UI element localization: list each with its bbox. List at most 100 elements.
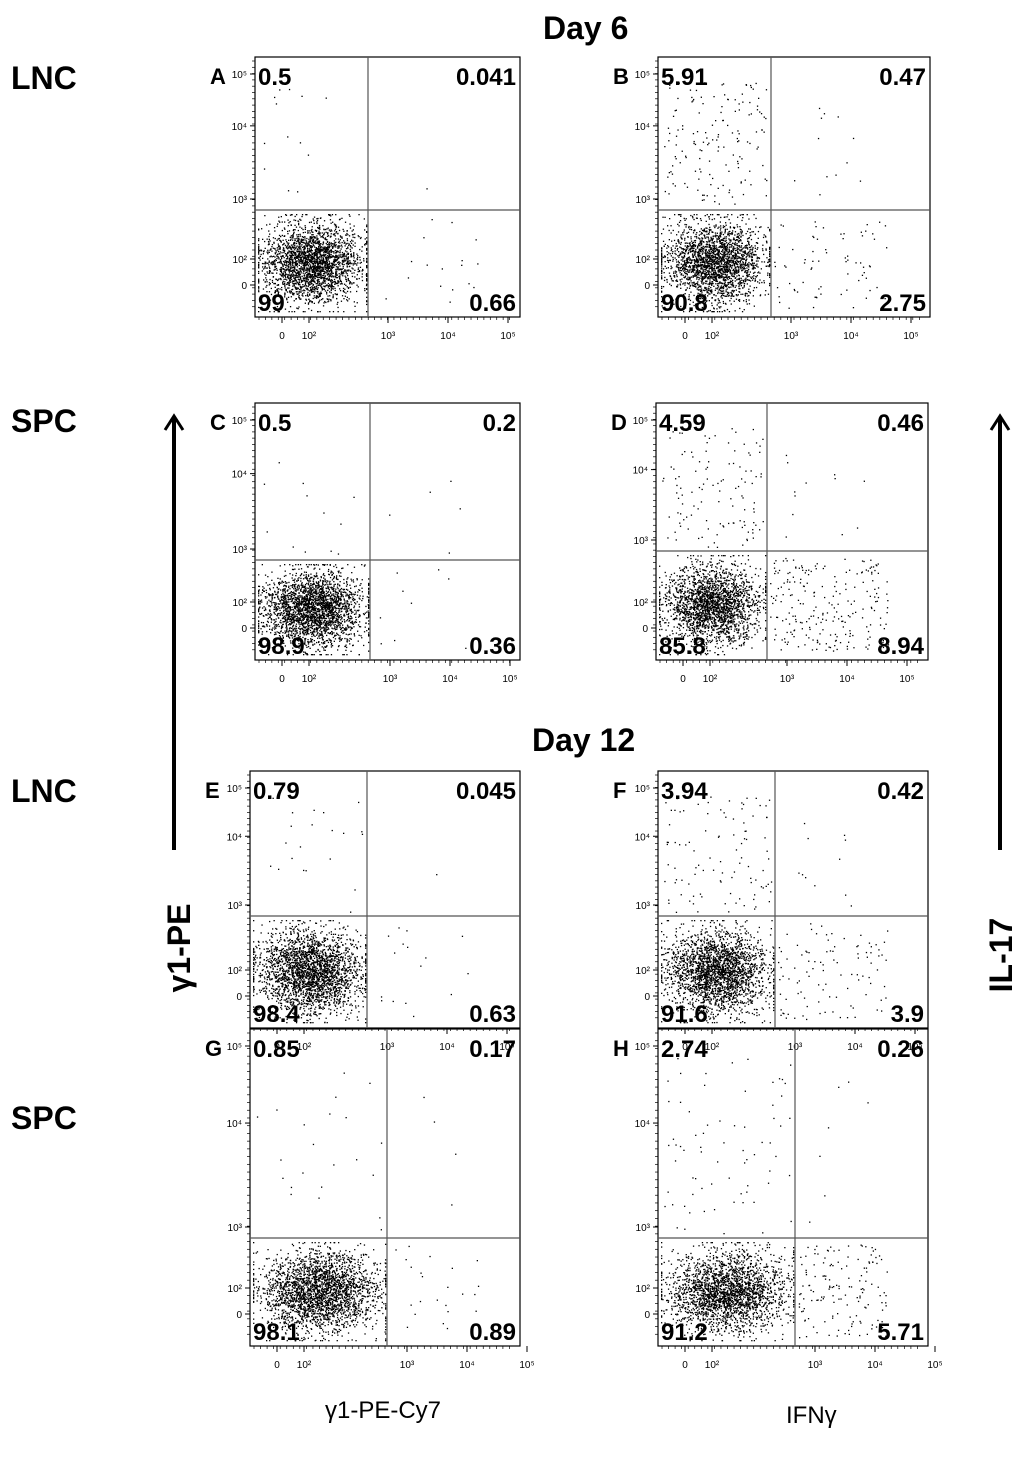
y-tick-label: 10³: [634, 536, 649, 547]
x-tick-label: 10⁴: [867, 1360, 882, 1371]
flow-plot-g: 0 0 10² 10² 10³ 10³ 10⁴ 10⁴ 10⁵ 10⁵ G 0.85 0.17 98.1 0…: [205, 1028, 535, 1371]
x-tick-label: 10⁴: [459, 1360, 474, 1371]
quadrant-value-lower-right: 0.36: [469, 633, 516, 660]
y-tick-label: 10³: [636, 1223, 651, 1234]
x-tick-label: 10⁵: [500, 331, 515, 342]
x-axis-title-right: IFNγ: [786, 1402, 837, 1430]
x-tick-label: 0: [680, 674, 686, 685]
y-tick-label: 10³: [228, 901, 243, 912]
right-up-arrow: [989, 413, 1011, 850]
x-tick-label: 10⁵: [499, 1042, 514, 1053]
panel-letter: E: [205, 778, 220, 803]
quadrant-value-lower-right: 5.71: [877, 1319, 924, 1346]
y-tick-label: 0: [241, 281, 247, 292]
x-tick-label: 10⁴: [440, 331, 455, 342]
row-label-lnc-day12: LNC: [11, 773, 77, 810]
event-dots: [258, 88, 479, 313]
y-tick-label: 0: [236, 1310, 242, 1321]
x-tick-label: 10⁴: [847, 1042, 862, 1053]
quadrant-value-upper-right: 0.47: [879, 64, 926, 91]
flow-plot-c: 0 0 10² 10² 10³ 10³ 10⁴ 10⁴ 10⁵ 10⁵ C 0.5 0.2 98.9 0.3…: [210, 402, 521, 685]
x-tick-label: 10²: [297, 1360, 312, 1371]
quadrant-value-lower-left: 91.6: [661, 1001, 708, 1028]
y-tick-label: 10⁴: [227, 832, 242, 843]
x-tick-label: 10³: [780, 674, 795, 685]
quadrant-value-upper-right: 0.42: [877, 778, 924, 805]
quadrant-value-upper-right: 0.46: [877, 410, 924, 437]
y-tick-label: 10⁴: [232, 122, 247, 133]
event-dots: [661, 1058, 888, 1342]
quadrant-value-lower-right: 0.66: [469, 290, 516, 317]
x-tick-label: 10⁵: [502, 674, 517, 685]
y-tick-label: 10⁵: [232, 70, 247, 81]
flow-plot-b: 0 0 10² 10² 10³ 10³ 10⁴ 10⁴ 10⁵ 10⁵ B 5.91 0.47 90.8 2…: [613, 56, 931, 342]
x-tick-label: 10²: [705, 1042, 720, 1053]
x-tick-label: 0: [682, 1042, 688, 1053]
quadrant-value-upper-left: 5.91: [661, 64, 708, 91]
x-tick-label: 10⁵: [907, 1042, 922, 1053]
y-tick-label: 10³: [233, 195, 248, 206]
quadrant-value-upper-right: 0.2: [483, 410, 516, 437]
quadrant-value-upper-right: 0.045: [456, 778, 516, 805]
quadrant-value-upper-right: 0.26: [877, 1036, 924, 1063]
day-6-label: Day 6: [543, 10, 628, 47]
y-tick-label: 10⁴: [635, 1119, 650, 1130]
y-tick-label: 10⁵: [227, 784, 242, 795]
y-tick-label: 0: [644, 281, 650, 292]
quadrant-value-lower-right: 0.63: [469, 1001, 516, 1028]
x-tick-label: 10⁵: [903, 331, 918, 342]
y-tick-label: 10³: [636, 901, 651, 912]
x-tick-label: 10³: [381, 331, 396, 342]
quadrant-value-upper-left: 4.59: [659, 410, 706, 437]
x-tick-label: 10⁴: [439, 1042, 454, 1053]
x-tick-label: 10²: [302, 331, 317, 342]
y-tick-label: 10⁵: [227, 1042, 242, 1053]
event-dots: [659, 428, 890, 656]
y-tick-label: 10⁵: [635, 70, 650, 81]
x-tick-label: 0: [279, 674, 285, 685]
x-tick-label: 10⁵: [519, 1360, 534, 1371]
x-tick-label: 0: [279, 331, 285, 342]
y-tick-label: 0: [241, 624, 247, 635]
quadrant-value-upper-right: 0.041: [456, 64, 516, 91]
y-tick-label: 10²: [636, 966, 651, 977]
quadrant-value-upper-right: 0.17: [469, 1036, 516, 1063]
quadrant-value-lower-right: 3.9: [891, 1001, 924, 1028]
y-tick-label: 10³: [636, 195, 651, 206]
day-12-label: Day 12: [532, 722, 635, 759]
panel-letter: B: [613, 64, 629, 89]
panel-letter: G: [205, 1036, 222, 1061]
x-tick-label: 0: [274, 1360, 280, 1371]
x-tick-label: 10²: [705, 331, 720, 342]
y-tick-label: 10⁵: [635, 784, 650, 795]
y-tick-label: 10²: [228, 966, 243, 977]
y-tick-label: 10⁵: [635, 1042, 650, 1053]
quadrant-value-lower-left: 98.9: [258, 633, 305, 660]
quadrant-value-lower-left: 98.1: [253, 1319, 300, 1346]
x-tick-label: 10³: [808, 1360, 823, 1371]
x-tick-label: 10²: [705, 1360, 720, 1371]
x-tick-label: 10⁵: [927, 1360, 942, 1371]
y-tick-label: 10²: [636, 255, 651, 266]
right-axis-label: IL-17: [983, 910, 1019, 1000]
x-tick-label: 10²: [703, 674, 718, 685]
event-dots: [661, 796, 889, 1024]
y-tick-label: 10²: [233, 255, 248, 266]
y-tick-label: 0: [642, 624, 648, 635]
quadrant-value-lower-left: 90.8: [661, 290, 708, 317]
quadrant-value-lower-left: 85.8: [659, 633, 706, 660]
quadrant-value-lower-right: 0.89: [469, 1319, 516, 1346]
y-tick-label: 10⁴: [635, 832, 650, 843]
y-tick-label: 10⁴: [633, 466, 648, 477]
event-dots: [661, 82, 888, 313]
y-tick-label: 10⁵: [232, 416, 247, 427]
panel-letter: A: [210, 64, 226, 89]
panel-letter: C: [210, 410, 226, 435]
quadrant-value-upper-left: 0.85: [253, 1036, 300, 1063]
y-tick-label: 10²: [233, 598, 248, 609]
quadrant-value-upper-left: 0.79: [253, 778, 300, 805]
x-tick-label: 10⁴: [442, 674, 457, 685]
row-label-spc-day6: SPC: [11, 403, 77, 440]
y-tick-label: 10³: [233, 545, 248, 556]
